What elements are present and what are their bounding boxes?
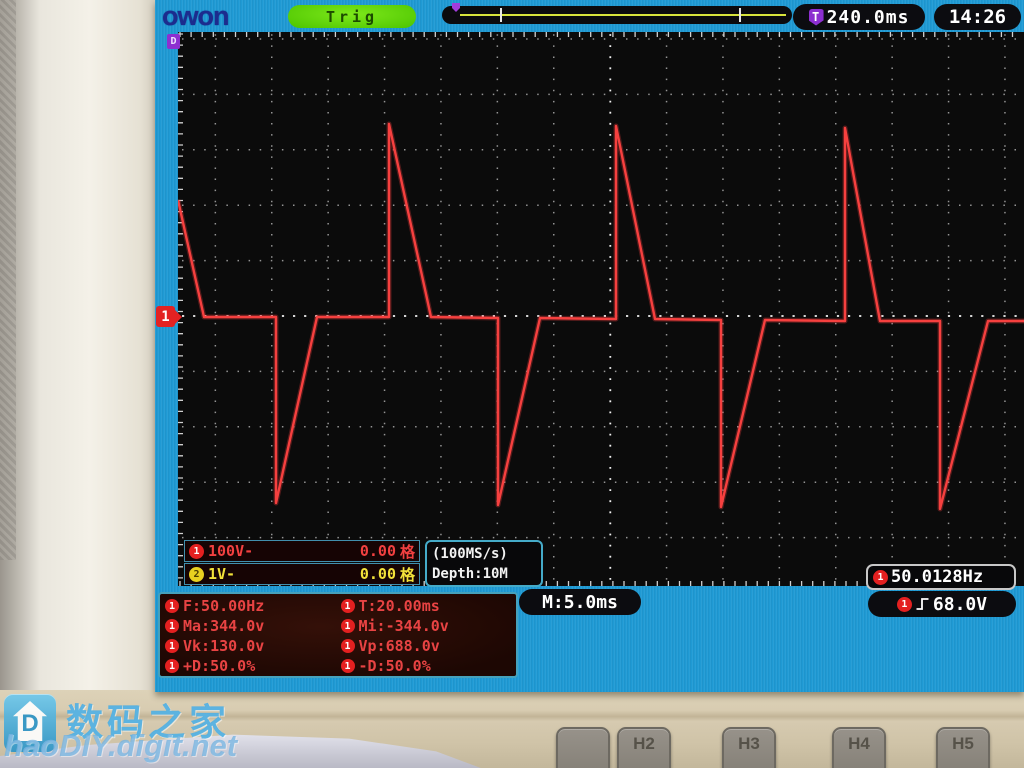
measure-channel-badge: 1	[340, 599, 355, 613]
sample-rate: (100MS/s)	[432, 545, 508, 562]
frequency-value: 50.0128Hz	[891, 567, 984, 587]
measurement-item: 1 Vp:688.0v	[340, 636, 517, 656]
background-wall	[0, 0, 158, 768]
trigger-status-badge: Trig	[288, 5, 416, 28]
timebase-pill: M:5.0ms	[519, 589, 641, 615]
channel2-badge: 2	[189, 566, 204, 582]
trigger-info-pill: 1 68.0V	[868, 591, 1016, 617]
trigger-position-flag-icon	[452, 3, 460, 12]
channel1-offset-unit: 格	[399, 542, 415, 561]
measurement-text: Mi:-344.0v	[358, 617, 449, 635]
measurement-item: 1 Mi:-344.0v	[340, 616, 517, 636]
measure-channel-badge: 1	[165, 639, 179, 653]
measurement-item: 1 -D:50.0%	[340, 656, 517, 676]
measurement-text: T:20.00ms	[358, 597, 440, 615]
panel-button-h3[interactable]: H3	[722, 727, 776, 768]
frequency-counter-box: 1 50.0128Hz	[866, 564, 1016, 590]
measurement-text: -D:50.0%	[358, 657, 431, 675]
ruler-center-tick	[739, 8, 741, 22]
trigger-channel-badge: 1	[896, 596, 912, 612]
measurement-item: 1 +D:50.0%	[165, 656, 341, 676]
channel2-scale: 1V-	[208, 565, 236, 583]
waveform-svg	[178, 32, 1024, 586]
memory-depth: Depth:10M	[432, 565, 508, 582]
measure-channel-badge: 1	[340, 619, 355, 633]
trigger-time-pill: T 240.0ms	[793, 4, 925, 30]
ruler-window-line	[460, 14, 786, 16]
measure-channel-badge: 1	[165, 599, 179, 613]
measure-channel-badge: 1	[340, 639, 355, 653]
panel-button-h1[interactable]	[556, 727, 610, 768]
measure-channel-badge: 1	[165, 659, 179, 673]
measurement-item: 1 Vk:130.0v	[165, 636, 341, 656]
watermark-title: 数码之家	[66, 702, 230, 743]
horizontal-offset-marker-icon: D	[167, 34, 180, 49]
measurement-text: Ma:344.0v	[183, 617, 265, 635]
ruler-tick	[500, 8, 502, 22]
rising-edge-icon	[916, 597, 929, 611]
channel2-offset: 0.00	[359, 565, 396, 583]
channel2-offset-unit: 格	[399, 565, 415, 584]
measure-channel-badge: 1	[340, 659, 355, 673]
brand-logo: owon	[162, 1, 229, 31]
measurement-text: F:50.00Hz	[183, 597, 265, 615]
channel1-badge: 1	[189, 543, 204, 559]
measurement-text: Vp:688.0v	[358, 637, 440, 655]
measurement-text: Vk:130.0v	[183, 637, 265, 655]
watermark-url: haoDIY.digit.net	[4, 728, 238, 763]
trigger-level-value: 68.0V	[932, 593, 988, 615]
measurement-item: 1 T:20.00ms	[340, 596, 517, 616]
scope-screen: owon Trig T 240.0ms 14:26 D 1 1 100V- 0.…	[155, 0, 1024, 692]
channel-info-panel: 1 100V- 0.00 格 2 1V- 0.00 格	[184, 540, 420, 586]
channel1-offset: 0.00	[359, 542, 396, 560]
measurement-text: +D:50.0%	[183, 657, 256, 675]
button-label: H5	[952, 734, 974, 753]
button-label: H4	[848, 734, 870, 753]
graticule	[178, 32, 1024, 586]
panel-button-h5[interactable]: H5	[936, 727, 990, 768]
wall-mesh-texture	[0, 0, 16, 560]
channel1-scale: 100V-	[208, 542, 254, 560]
panel-button-h4[interactable]: H4	[832, 727, 886, 768]
horizontal-position-ruler	[442, 3, 792, 24]
t-marker-icon: T	[808, 8, 824, 26]
channel2-row: 2 1V- 0.00 格	[184, 563, 420, 585]
channel1-row: 1 100V- 0.00 格	[184, 540, 420, 562]
panel-button-h2[interactable]: H2	[617, 727, 671, 768]
watermark: D 数码之家 haoDIY.digit.net	[4, 692, 424, 768]
measurement-item: 1 Ma:344.0v	[165, 616, 341, 636]
freq-channel-badge: 1	[873, 569, 888, 585]
watermark-logo-letter: D	[21, 710, 39, 737]
measurement-panel: 1 F:50.00Hz 1 T:20.00ms 1 Ma:344.0v 1 Mi:-34…	[158, 592, 518, 678]
measurement-item: 1 F:50.00Hz	[165, 596, 341, 616]
measure-channel-badge: 1	[165, 619, 179, 633]
acquisition-info-box: (100MS/s) Depth:10M	[425, 540, 543, 587]
button-label: H2	[633, 734, 655, 753]
button-label: H3	[738, 734, 760, 753]
channel1-zero-marker: 1	[156, 306, 182, 327]
trigger-time-value: 240.0ms	[826, 6, 910, 28]
watermark-logo: D	[4, 694, 56, 752]
clock-pill: 14:26	[934, 4, 1021, 30]
